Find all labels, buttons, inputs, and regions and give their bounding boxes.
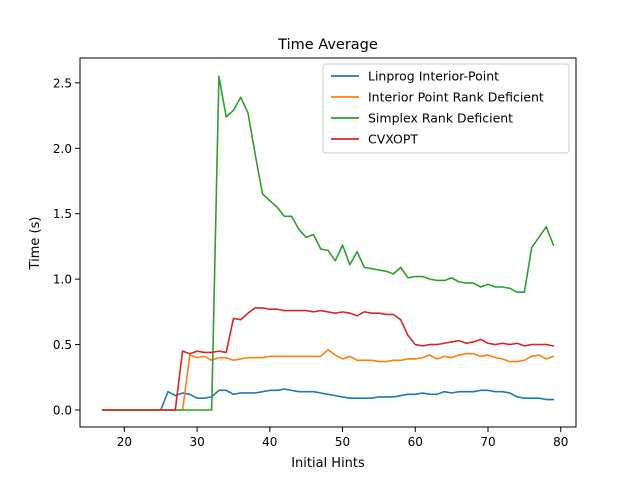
x-tick-label: 30	[189, 435, 204, 449]
x-tick-label: 60	[408, 435, 423, 449]
y-tick-label: 0.0	[53, 403, 72, 417]
y-axis-label: Time (s)	[28, 217, 43, 271]
y-tick-label: 2.5	[53, 76, 72, 90]
series-layer	[101, 75, 555, 411]
x-tick-label: 70	[480, 435, 495, 449]
y-tick-label: 2.0	[53, 142, 72, 156]
legend: Linprog Interior-Point Interior Point Ran…	[322, 63, 570, 154]
chart-title: Time Average	[277, 37, 378, 53]
x-tick-label: 50	[335, 435, 350, 449]
plot-frame	[79, 57, 577, 428]
legend-label-1: Interior Point Rank Deficient	[368, 90, 544, 105]
x-axis-label: Initial Hints	[291, 456, 365, 471]
series-line-3	[101, 307, 555, 411]
y-tick-label: 1.0	[53, 273, 72, 287]
x-axis: 20 30 40 50 60 70 80	[117, 427, 568, 449]
x-tick-label: 40	[262, 435, 277, 449]
x-tick-label: 80	[553, 435, 568, 449]
y-tick-label: 0.5	[53, 338, 72, 352]
legend-label-0: Linprog Interior-Point	[368, 69, 499, 84]
legend-label-3: CVXOPT	[368, 132, 418, 147]
legend-label-2: Simplex Rank Deficient	[368, 111, 513, 126]
y-tick-label: 1.5	[53, 207, 72, 221]
x-tick-label: 20	[117, 435, 132, 449]
series-line-2	[101, 75, 555, 411]
legend-box	[322, 63, 570, 154]
y-axis: 0.0 0.5 1.0 1.5 2.0 2.5	[53, 76, 80, 417]
